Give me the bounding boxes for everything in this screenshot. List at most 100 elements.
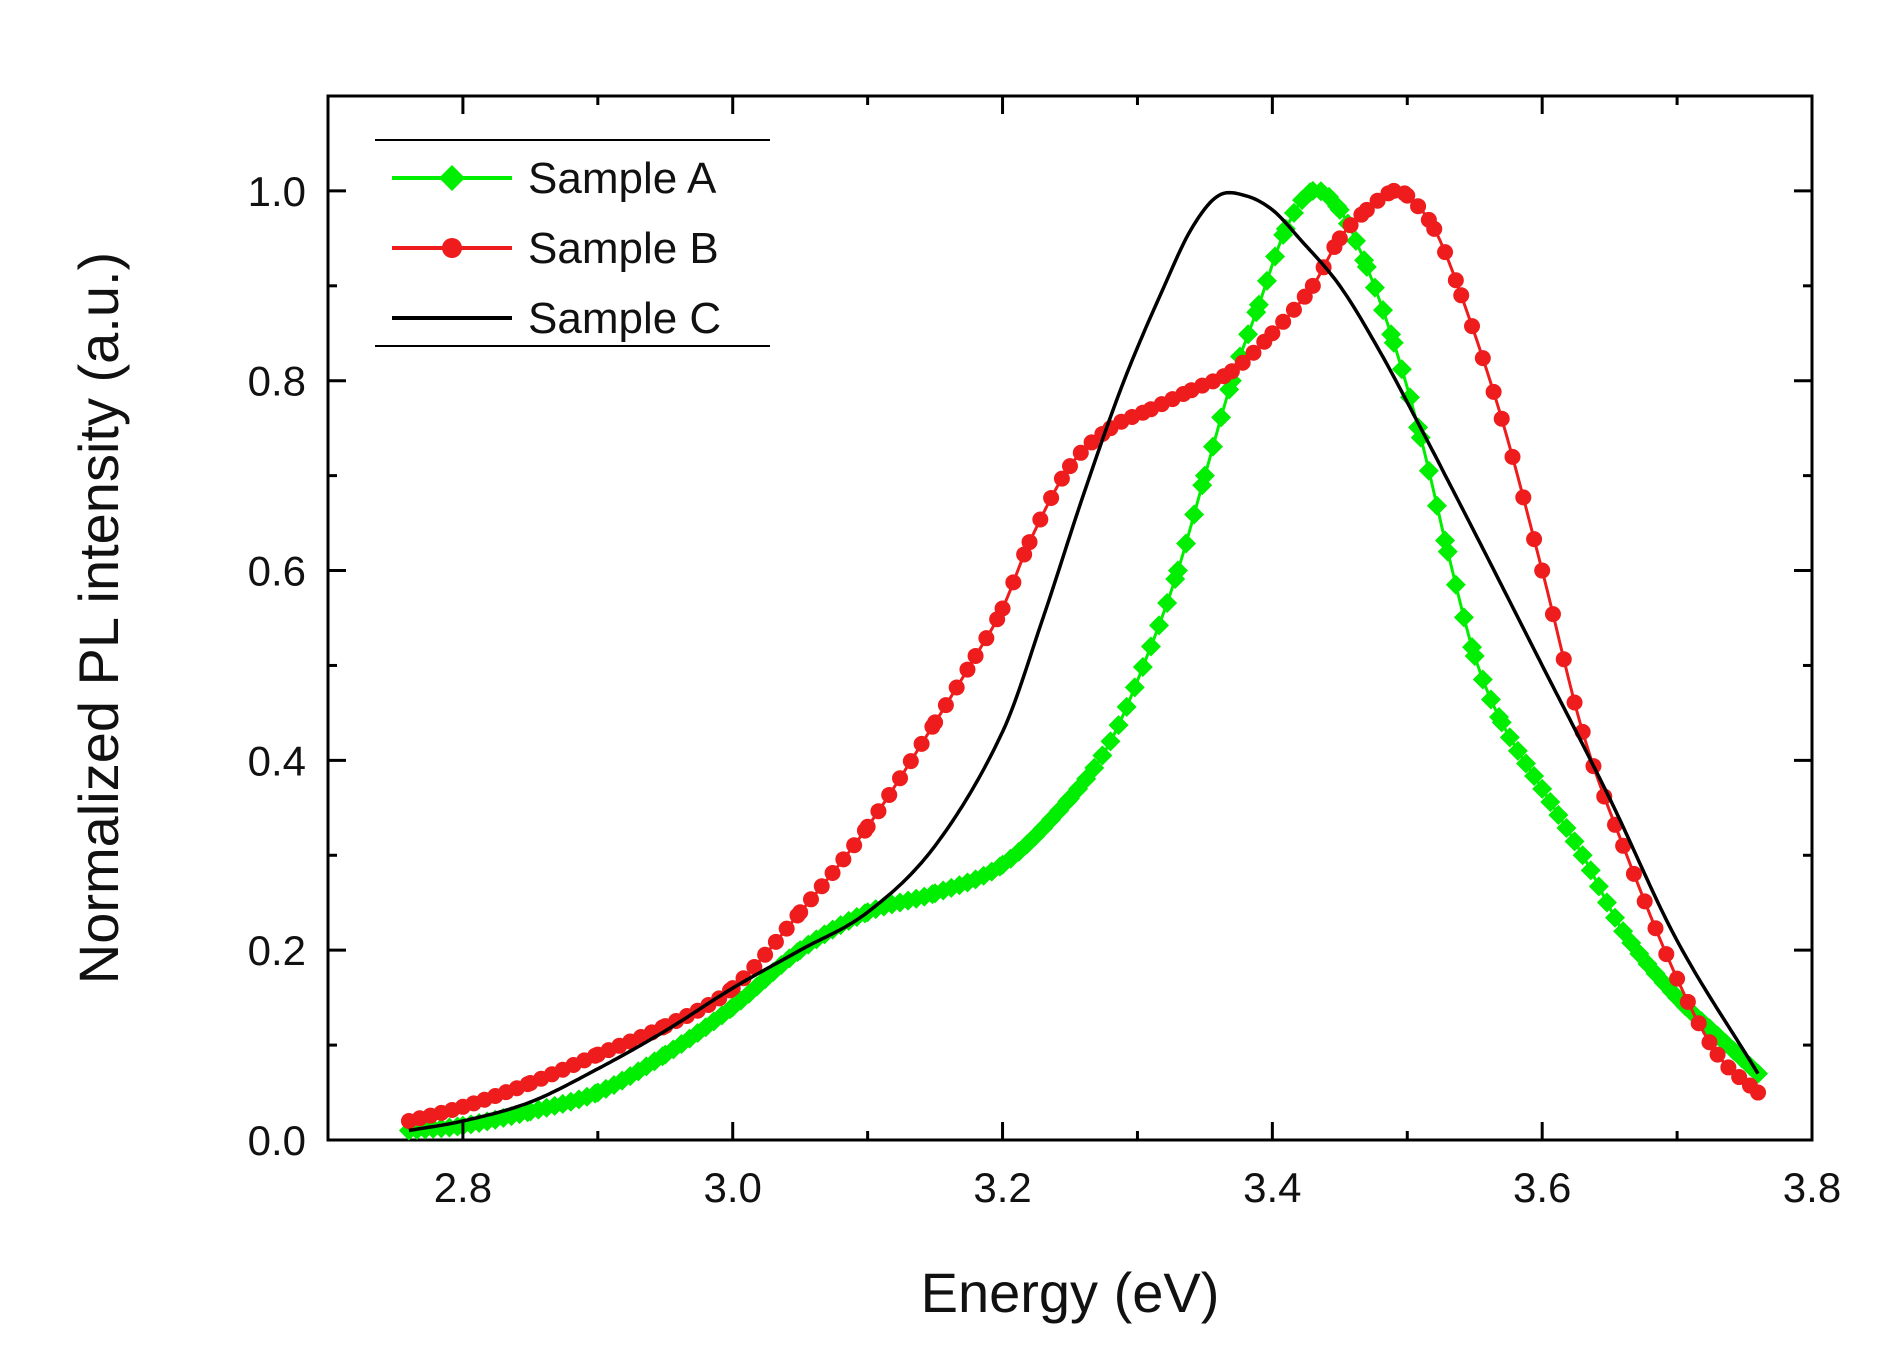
series-sample-b-marker: [1342, 217, 1359, 234]
x-tick-label: 3.8: [1783, 1164, 1841, 1211]
series-sample-a-marker: [1426, 495, 1447, 516]
series-sample-b-marker: [1410, 198, 1427, 215]
series-sample-a-marker: [1556, 818, 1577, 839]
series-sample-b-marker: [881, 786, 898, 803]
plot-area: [326, 94, 1814, 1142]
series-sample-a-marker: [1499, 727, 1520, 748]
series-sample-b-marker: [1544, 606, 1561, 623]
series-sample-b-marker: [1021, 534, 1038, 551]
series-sample-a-marker: [1084, 757, 1105, 778]
series-sample-a-marker: [1588, 876, 1609, 897]
series-sample-b-marker: [978, 630, 995, 647]
series-sample-b-marker: [892, 770, 909, 787]
series-sample-a-marker: [1605, 907, 1626, 928]
series-sample-a-marker: [1491, 712, 1512, 733]
y-axis-title: Normalized PL intensity (a.u.): [67, 252, 130, 984]
x-tick-label: 3.4: [1243, 1164, 1301, 1211]
series-sample-b-marker: [967, 647, 984, 664]
series-sample-b-marker: [1709, 1046, 1726, 1063]
series-sample-a-marker: [1100, 731, 1121, 752]
series-sample-b-marker: [1358, 201, 1375, 218]
series-sample-b-marker: [778, 920, 795, 937]
series-sample-a-marker: [1524, 765, 1545, 786]
series-sample-b-marker: [1658, 946, 1675, 963]
series-sample-a-marker: [1194, 465, 1215, 486]
series-sample-a-marker: [1248, 294, 1269, 315]
series-sample-b-marker: [1493, 410, 1510, 427]
legend-entry-sample-a-label: Sample A: [528, 154, 717, 203]
series-sample-a-marker: [1437, 541, 1458, 562]
series-sample-b-marker: [870, 803, 887, 820]
series-sample-b-marker: [1062, 458, 1078, 475]
series-sample-b-marker: [1016, 546, 1033, 563]
series-sample-b-marker: [1245, 344, 1262, 361]
axes-layer: 2.8 3.0 3.2 3.4 3.6 3.8 0.0 0.2 0.4 0.6 0.8 1.0: [248, 94, 1841, 1211]
series-sample-b-marker: [1750, 1084, 1767, 1101]
series-sample-b-marker: [1453, 287, 1470, 304]
x-tick-label: 3.2: [973, 1164, 1031, 1211]
series-sample-a-marker: [1140, 636, 1161, 657]
series-sample-b-marker: [1566, 694, 1583, 711]
series-sample-b-marker: [1275, 313, 1292, 330]
legend-entry-sample-b-swatch-marker: [442, 238, 462, 258]
series-sample-a-marker: [1572, 845, 1593, 866]
series-sample-b-marker: [937, 697, 954, 714]
series-sample-a-marker: [1596, 892, 1617, 913]
legend: Sample A Sample B Sample C: [375, 139, 770, 347]
y-tick-label: 1.0: [248, 168, 306, 215]
series-sample-b-marker: [802, 891, 819, 908]
series-sample-a-marker: [1346, 230, 1367, 251]
legend-entry-sample-a-swatch-marker: [439, 165, 465, 191]
series-sample-a-marker: [1372, 300, 1393, 321]
series-sample-b-marker: [1331, 230, 1348, 247]
series-sample-b-marker: [1437, 244, 1454, 261]
x-tick-label: 3.0: [704, 1164, 762, 1211]
series-sample-b-marker: [1526, 531, 1543, 548]
legend-entry-sample-c: Sample C: [392, 294, 721, 343]
series-sample-b-marker: [824, 864, 841, 881]
series-sample-a-marker: [1184, 504, 1205, 525]
series-sample-b-marker: [1264, 325, 1281, 342]
series-sample-b-marker: [902, 753, 919, 770]
series-sample-b-marker: [1032, 511, 1049, 528]
series-sample-b-marker: [1515, 489, 1532, 506]
series-sample-a-marker: [1418, 460, 1439, 481]
series-sample-a-marker: [1116, 696, 1137, 717]
series-sample-b-marker: [1223, 363, 1240, 380]
series-sample-b-marker: [1072, 444, 1089, 461]
series-sample-b-marker: [1534, 562, 1551, 579]
series-sample-b-marker: [757, 946, 774, 963]
series-sample-a-marker: [1167, 560, 1188, 581]
series-sample-b-marker: [1615, 837, 1632, 854]
x-tick-label: 2.8: [434, 1164, 492, 1211]
y-tick-label: 0.6: [248, 548, 306, 595]
series-sample-a-marker: [1124, 677, 1145, 698]
series-layer: [398, 180, 1769, 1141]
series-sample-b-marker: [1285, 301, 1302, 318]
series-sample-a-marker: [1132, 657, 1153, 678]
series-sample-b-marker: [1720, 1059, 1737, 1076]
series-sample-b-marker: [1083, 434, 1100, 451]
series-sample-a-marker: [1283, 202, 1304, 223]
series-sample-b-marker: [1636, 893, 1653, 910]
series-sample-b-marker: [1731, 1069, 1748, 1086]
series-sample-b-marker: [1464, 318, 1481, 335]
series-sample-a-marker: [1399, 387, 1420, 408]
series-sample-b-marker: [913, 735, 930, 752]
series-sample-b-marker: [1647, 920, 1664, 937]
series-sample-b-marker: [1474, 350, 1491, 367]
series-sample-a-marker: [1548, 804, 1569, 825]
series-sample-b-marker: [1679, 993, 1696, 1010]
y-tick-label: 0.2: [248, 927, 306, 974]
series-sample-b-marker: [927, 714, 944, 731]
series-sample-a-marker: [1203, 436, 1224, 457]
series-sample-b-marker: [1234, 354, 1251, 371]
series-sample-a-marker: [1540, 791, 1561, 812]
series-sample-b-marker: [846, 837, 863, 854]
legend-entry-sample-b: Sample B: [392, 224, 719, 273]
series-sample-a-marker: [1329, 199, 1350, 220]
series-sample-b-marker: [994, 600, 1011, 617]
series-sample-b-marker: [1690, 1015, 1707, 1032]
legend-entries: Sample A Sample B Sample C: [392, 154, 721, 343]
